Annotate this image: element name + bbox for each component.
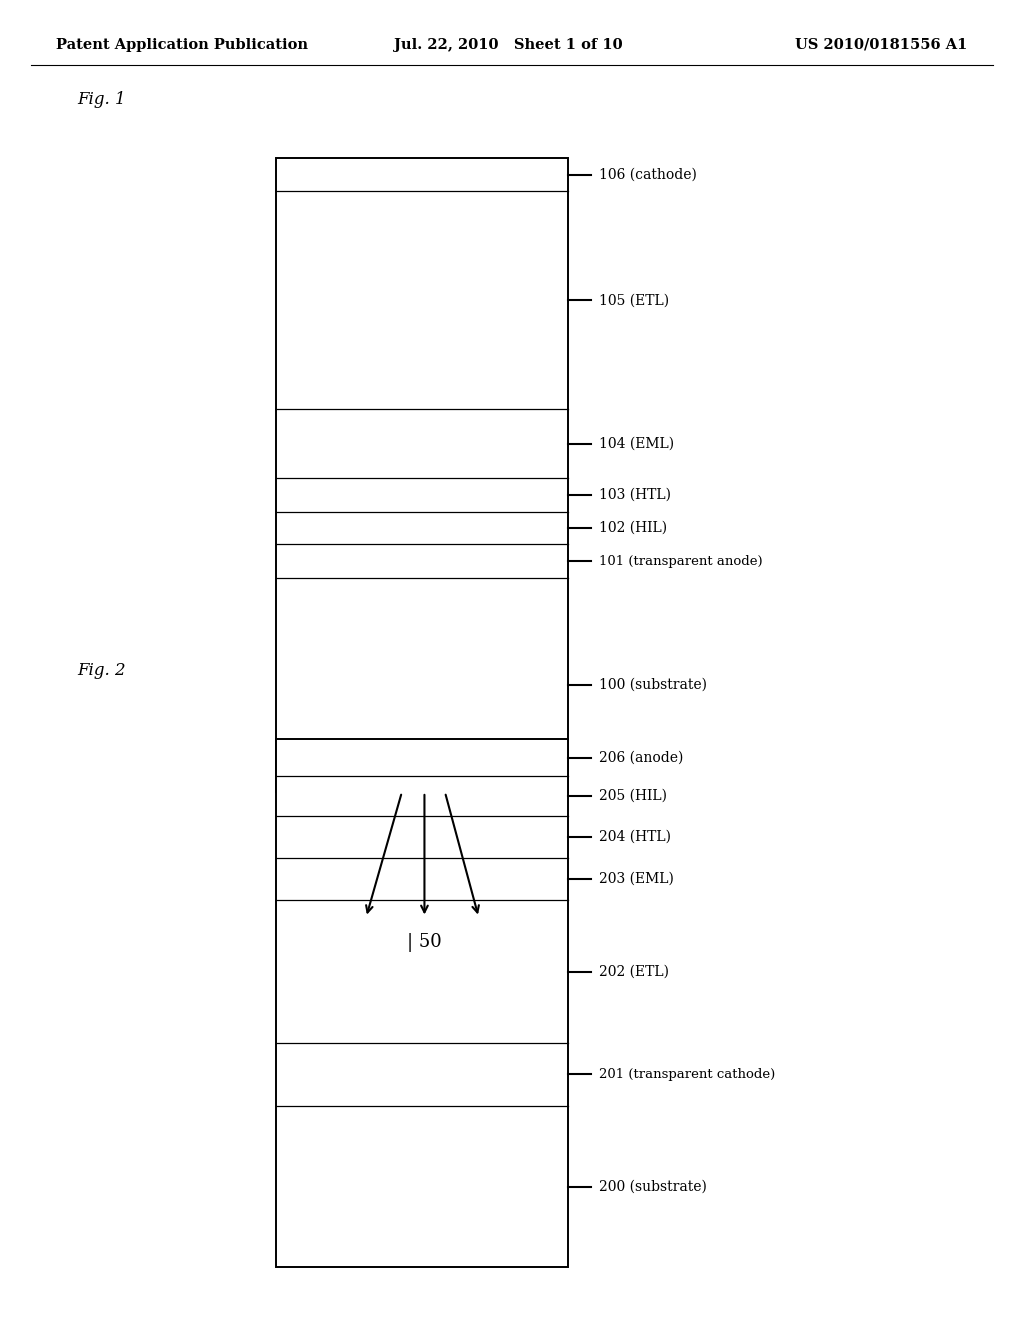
- Text: US 2010/0181556 A1: US 2010/0181556 A1: [796, 38, 968, 51]
- Text: | 50: | 50: [408, 933, 441, 952]
- Bar: [276, 158, 568, 792]
- Text: 102 (HIL): 102 (HIL): [599, 521, 668, 535]
- Text: Jul. 22, 2010   Sheet 1 of 10: Jul. 22, 2010 Sheet 1 of 10: [394, 38, 623, 51]
- Text: 101 (transparent anode): 101 (transparent anode): [599, 554, 763, 568]
- Text: 204 (HTL): 204 (HTL): [599, 830, 671, 843]
- Text: 104 (EML): 104 (EML): [599, 437, 674, 450]
- Text: 103 (HTL): 103 (HTL): [599, 488, 671, 502]
- Text: 206 (anode): 206 (anode): [599, 751, 683, 764]
- Text: 100 (substrate): 100 (substrate): [599, 678, 707, 692]
- Text: 201 (transparent cathode): 201 (transparent cathode): [599, 1068, 775, 1081]
- Bar: [276, 739, 568, 1267]
- Text: 202 (ETL): 202 (ETL): [599, 965, 669, 978]
- Text: 105 (ETL): 105 (ETL): [599, 293, 669, 308]
- Text: Fig. 1: Fig. 1: [77, 91, 125, 107]
- Text: 106 (cathode): 106 (cathode): [599, 168, 697, 182]
- Text: Fig. 2: Fig. 2: [77, 663, 125, 678]
- Text: Patent Application Publication: Patent Application Publication: [56, 38, 308, 51]
- Text: 203 (EML): 203 (EML): [599, 873, 674, 886]
- Text: 205 (HIL): 205 (HIL): [599, 789, 667, 803]
- Text: 200 (substrate): 200 (substrate): [599, 1180, 707, 1193]
